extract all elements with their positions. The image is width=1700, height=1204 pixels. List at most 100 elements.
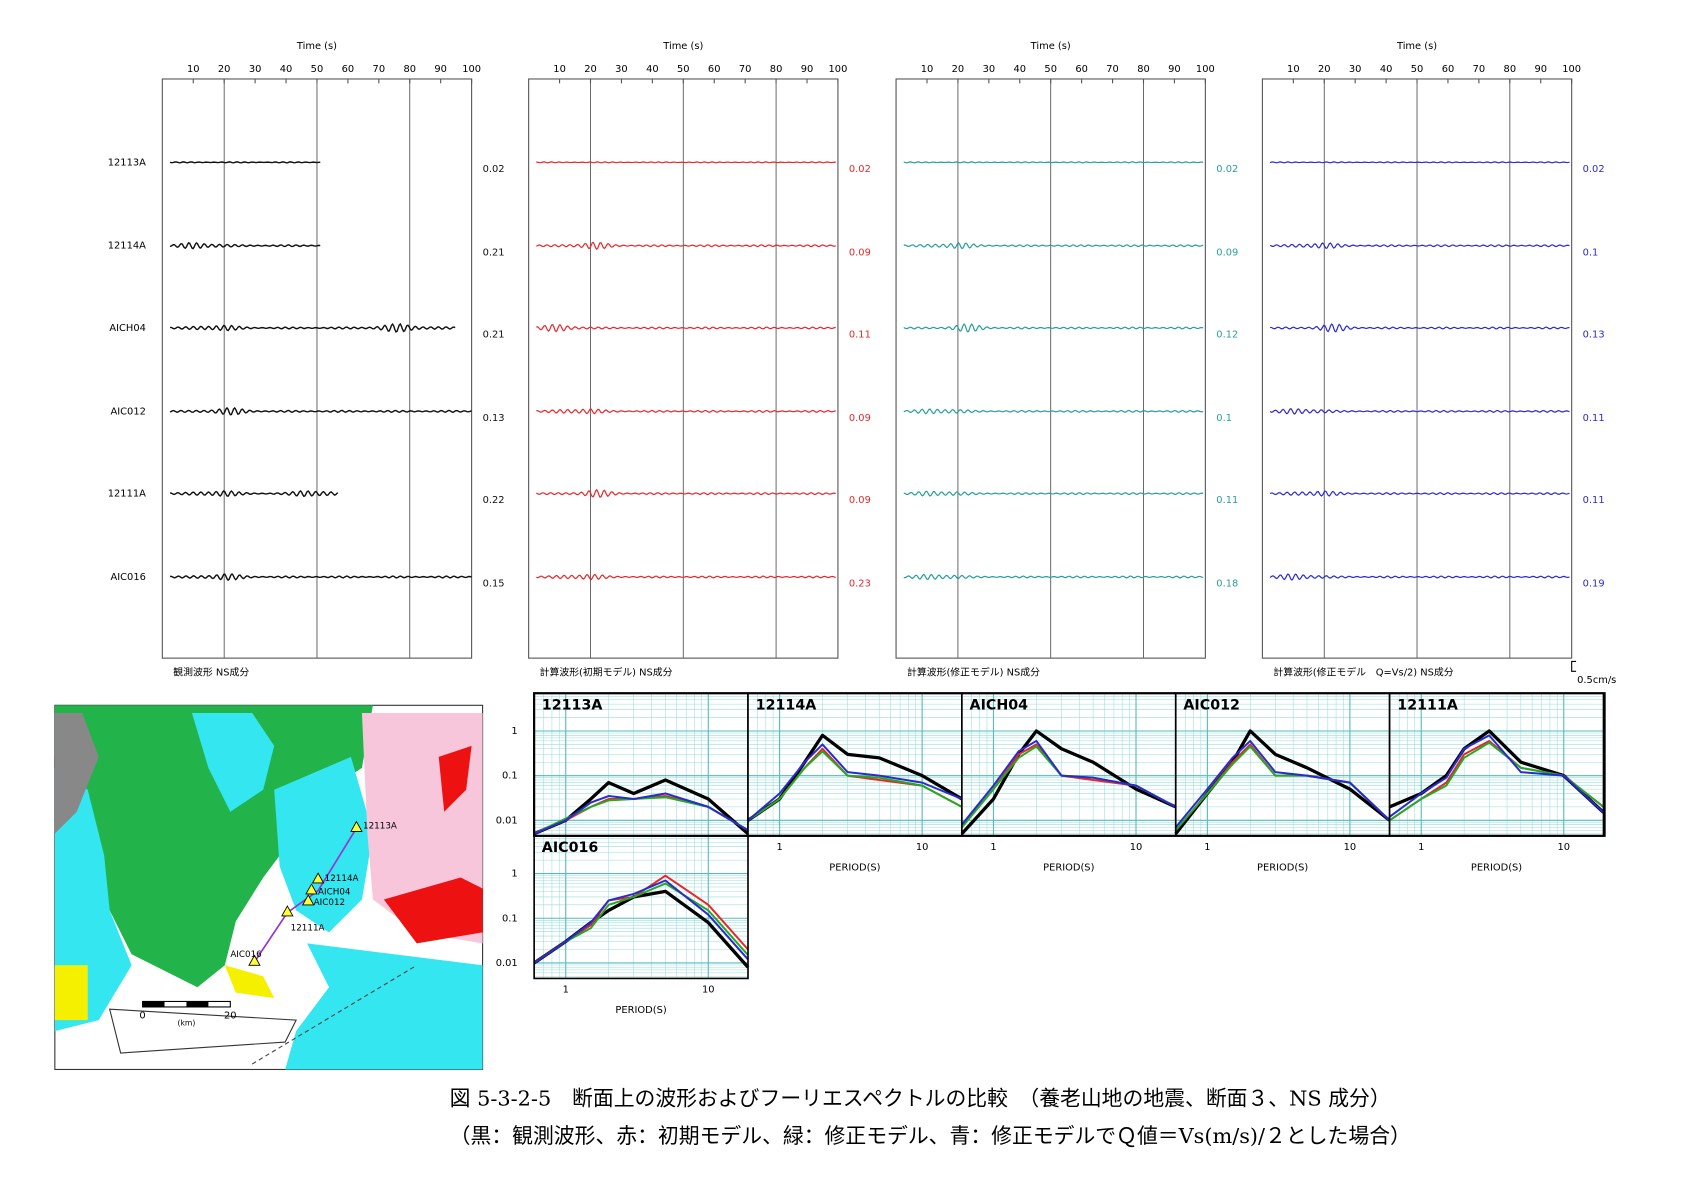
- map-land: [191, 712, 275, 812]
- x-tick-label: 80: [770, 64, 783, 75]
- peak-label: 0.02: [1583, 164, 1605, 175]
- spectrum-line: [747, 750, 963, 822]
- panel-caption: 観測波形 NS成分: [173, 665, 249, 678]
- spectrum-panel: 1 10 AICH04 PERIOD(S): [960, 692, 1177, 874]
- station-label: AICH04: [109, 323, 145, 334]
- peak-label: 0.09: [1216, 247, 1238, 258]
- plot-area: [534, 835, 748, 979]
- x-tick-label: 10: [553, 64, 566, 75]
- map-land: [54, 712, 99, 834]
- station-label: 12114A: [108, 241, 146, 252]
- waveform: [169, 573, 472, 582]
- x-tick-label: 1: [1418, 842, 1424, 853]
- x-tick-label: 30: [1349, 64, 1362, 75]
- x-tick-label: 90: [801, 64, 814, 75]
- x-tick-label: 10: [921, 64, 934, 75]
- panel-title: 12111A: [1397, 697, 1458, 713]
- x-tick-label: 100: [462, 64, 481, 75]
- waveform: [169, 241, 321, 250]
- x-tick-label: 70: [739, 64, 752, 75]
- x-tick-label: 60: [708, 64, 721, 75]
- spectrum-panel: 1 10 12114A PERIOD(S): [747, 692, 963, 874]
- peak-label: 0.11: [849, 330, 871, 341]
- x-axis-label: PERIOD(S): [1043, 863, 1094, 874]
- waveform: [903, 323, 1204, 333]
- waveform: [536, 573, 836, 581]
- x-tick-label: 20: [1318, 64, 1331, 75]
- map-land: [54, 965, 88, 1021]
- x-tick-label: 1: [1204, 842, 1210, 853]
- panel-caption: 計算波形(初期モデル) NS成分: [540, 665, 673, 678]
- waveform: [169, 406, 472, 416]
- x-tick-label: 50: [311, 64, 324, 75]
- axis-title: Time (s): [1396, 41, 1437, 52]
- waveform: [536, 161, 836, 164]
- waveform: [903, 242, 1204, 250]
- peak-label: 0.21: [483, 247, 505, 258]
- peak-label: 0.11: [1583, 495, 1605, 506]
- waveform: [170, 322, 456, 333]
- peak-label: 0.09: [849, 495, 871, 506]
- plot-area: [961, 693, 1176, 836]
- station-label: 12113A: [108, 157, 146, 168]
- station-label: 12111A: [291, 923, 325, 933]
- waveform: [903, 408, 1204, 415]
- peak-label: 0.11: [1583, 413, 1605, 424]
- x-tick-label: 100: [1196, 64, 1215, 75]
- panel-title: AIC012: [1183, 697, 1240, 713]
- spectrum-line: [1174, 739, 1391, 828]
- map-land: [274, 756, 373, 933]
- map-sea: [108, 1008, 297, 1054]
- x-tick-label: 90: [1168, 64, 1181, 75]
- y-tick-label: 0.1: [502, 913, 518, 924]
- spectrum-panel: 1 10 12111A PERIOD(S): [1388, 692, 1605, 874]
- panel-caption: 計算波形(修正モデル) NS成分: [907, 665, 1040, 678]
- station-marker: [311, 872, 325, 884]
- station-label: 12111A: [108, 489, 146, 500]
- x-axis-label: PERIOD(S): [1471, 863, 1522, 874]
- spectrum-line: [533, 879, 749, 964]
- waveform: [1269, 242, 1570, 250]
- x-tick-label: 40: [1380, 64, 1393, 75]
- x-tick-label: 70: [1106, 64, 1119, 75]
- axis-title: Time (s): [662, 41, 703, 52]
- station-label: AIC012: [111, 406, 146, 417]
- peak-label: 0.15: [483, 579, 505, 590]
- peak-label: 0.13: [483, 413, 505, 424]
- spectrum-line: [747, 743, 963, 822]
- peak-label: 0.18: [1216, 579, 1238, 590]
- map-land: [383, 877, 483, 944]
- peak-label: 0.02: [483, 164, 505, 175]
- spectra-border: [533, 692, 1606, 837]
- peak-label: 0.02: [849, 164, 871, 175]
- spectrum-line: [533, 792, 749, 835]
- scale-unit: (km): [178, 1018, 196, 1027]
- peak-label: 0.19: [1583, 579, 1605, 590]
- x-tick-label: 20: [584, 64, 597, 75]
- x-tick-label: 10: [702, 984, 715, 995]
- spectrum-panel: 1 10 0.01 0.1 1 AIC016 PERIOD(S): [496, 835, 750, 1016]
- x-tick-label: 40: [1014, 64, 1027, 75]
- scale-label: 0: [139, 1011, 145, 1022]
- scale-bar: [142, 1001, 165, 1007]
- peak-label: 0.11: [1216, 495, 1238, 506]
- station-marker: [281, 905, 294, 917]
- x-tick-label: 10: [1557, 842, 1570, 853]
- station-label: AIC016: [230, 950, 262, 960]
- y-tick-label: 0.01: [496, 958, 518, 969]
- axis-title: Time (s): [1030, 41, 1071, 52]
- x-tick-label: 1: [563, 984, 569, 995]
- x-tick-label: 60: [342, 64, 355, 75]
- peak-label: 0.22: [483, 495, 505, 506]
- peak-label: 0.09: [849, 413, 871, 424]
- x-tick-label: 1: [776, 842, 782, 853]
- station-marker: [301, 894, 315, 906]
- spectrum-line: [1389, 734, 1605, 818]
- scale-bracket: [1571, 660, 1577, 672]
- station-label: 12114A: [325, 874, 359, 884]
- peak-label: 0.12: [1216, 330, 1238, 341]
